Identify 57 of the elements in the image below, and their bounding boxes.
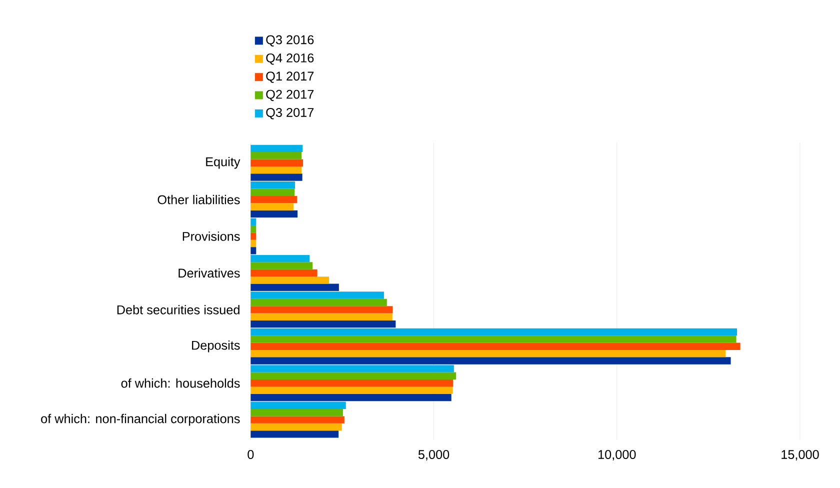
bar — [250, 262, 313, 270]
bar — [250, 232, 256, 240]
x-tick-label: 15,000 — [782, 450, 819, 461]
bar — [250, 430, 339, 438]
bar — [250, 313, 392, 320]
bar — [250, 328, 738, 336]
bar — [250, 159, 304, 166]
bar — [250, 188, 295, 196]
legend-label: Q1 2017 — [266, 72, 314, 83]
y-tick-label: Deposits — [192, 340, 240, 352]
x-tick-label: 10,000 — [598, 450, 636, 461]
y-tick-label: Equity — [206, 156, 240, 169]
x-tick-label: 5,000 — [418, 450, 450, 461]
bar — [250, 402, 346, 409]
bar — [250, 365, 454, 372]
bar — [250, 379, 454, 387]
bar — [250, 203, 294, 210]
bar — [250, 269, 318, 277]
bar — [250, 210, 298, 218]
bar — [250, 350, 726, 358]
legend-label: Q3 2017 — [266, 108, 314, 120]
y-tick-label: of which: households — [121, 378, 240, 388]
y-tick-label: Derivatives — [178, 268, 240, 278]
y-tick-label: Other liabilities — [158, 194, 240, 204]
bar — [250, 182, 295, 189]
bar — [250, 408, 343, 416]
bar — [250, 247, 256, 254]
bar — [250, 386, 453, 394]
legend-label: Q2 2017 — [266, 90, 314, 102]
legend-label: Q3 2016 — [266, 35, 314, 47]
bar — [250, 218, 256, 226]
bar — [250, 320, 396, 328]
bar — [250, 292, 384, 299]
bar — [250, 342, 740, 350]
bar — [250, 225, 256, 233]
x-tick-label: 0 — [248, 450, 254, 459]
y-tick-label: Debt securities issued — [117, 305, 240, 314]
bar — [250, 423, 342, 431]
bar — [250, 284, 339, 291]
bar — [250, 306, 393, 314]
bar — [250, 357, 731, 364]
bar — [250, 254, 310, 262]
bar — [250, 298, 387, 306]
bar — [250, 394, 452, 402]
bar — [250, 152, 302, 160]
y-tick-label: Provisions — [182, 232, 240, 241]
bar — [250, 372, 456, 380]
bar — [250, 166, 302, 174]
bar — [250, 336, 736, 343]
legend-label: Q4 2016 — [266, 53, 314, 65]
bar — [250, 276, 330, 284]
bar — [250, 196, 298, 204]
bar — [250, 174, 302, 181]
y-tick-label: of which: non-financial corporations — [41, 414, 240, 426]
bar — [250, 240, 256, 248]
bar — [250, 416, 344, 424]
bar — [250, 144, 303, 152]
